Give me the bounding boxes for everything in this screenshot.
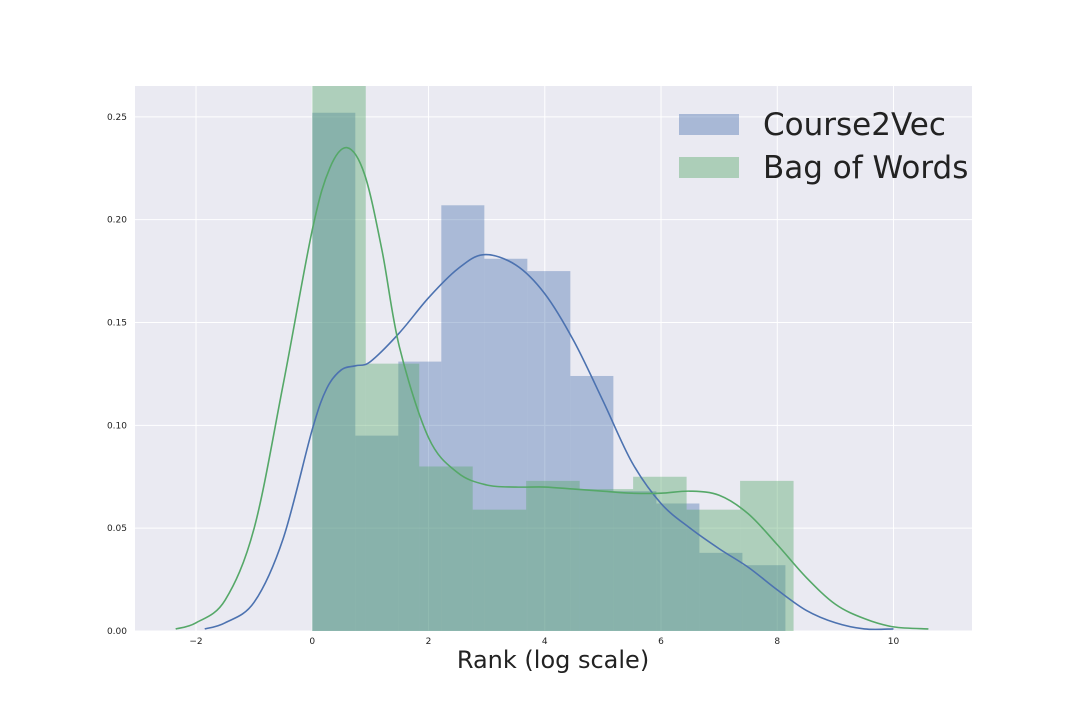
histogram-bar-series-1 [686, 509, 741, 631]
legend: Course2Vec Bag of Words [679, 107, 968, 186]
y-tick-label: 0.05 [107, 524, 127, 534]
legend-swatch-course2vec [679, 114, 739, 135]
y-tick-label: 0.20 [107, 216, 127, 226]
y-tick-label: 0.00 [107, 627, 127, 637]
histogram-bar-series-1 [312, 86, 366, 631]
x-tick-label: 10 [888, 637, 900, 647]
histogram-bar-series-1 [579, 489, 634, 631]
legend-swatch-bag-of-words [679, 157, 739, 178]
legend-label-bag-of-words: Bag of Words [763, 150, 968, 186]
y-tick-label: 0.25 [107, 113, 127, 123]
histogram-bar-series-0 [613, 491, 657, 631]
histogram-bars [312, 86, 794, 632]
histogram-bar-series-0 [699, 552, 743, 631]
histogram-bar-series-0 [570, 375, 614, 631]
histogram-bar-series-0 [484, 258, 528, 631]
histogram-bar-series-0 [527, 271, 571, 631]
legend-label-course2vec: Course2Vec [763, 107, 946, 143]
x-tick-label: 4 [542, 637, 548, 647]
x-axis-label: Rank (log scale) [457, 646, 649, 674]
y-axis-ticks: 0.00 0.05 0.10 0.15 0.20 0.25 [107, 113, 127, 637]
plot-background [135, 86, 972, 631]
kde-line-series-0 [204, 253, 894, 631]
histogram-bar-series-0 [656, 503, 700, 631]
x-tick-label: 0 [309, 637, 315, 647]
y-tick-label: 0.15 [107, 319, 127, 329]
histogram-bar-series-0 [355, 435, 399, 631]
histogram-bar-series-1 [365, 363, 420, 631]
y-tick-label: 0.10 [107, 421, 127, 431]
histogram-bar-series-1 [472, 509, 527, 631]
x-tick-label: −2 [189, 637, 202, 647]
x-tick-label: 8 [774, 637, 780, 647]
kde-line-series-1 [175, 146, 929, 630]
histogram-bar-series-0 [742, 565, 786, 631]
histogram-bar-series-1 [419, 466, 473, 631]
kde-curves [175, 146, 929, 631]
histogram-bar-series-1 [633, 476, 687, 631]
x-tick-label: 2 [426, 637, 432, 647]
histogram-bar-series-1 [526, 480, 580, 631]
x-tick-label: 6 [658, 637, 664, 647]
histogram-bar-series-0 [398, 361, 442, 631]
histogram-bar-series-1 [740, 480, 794, 631]
grid-lines [135, 86, 972, 632]
x-axis-ticks: −2 0 2 4 6 8 10 [189, 637, 899, 647]
